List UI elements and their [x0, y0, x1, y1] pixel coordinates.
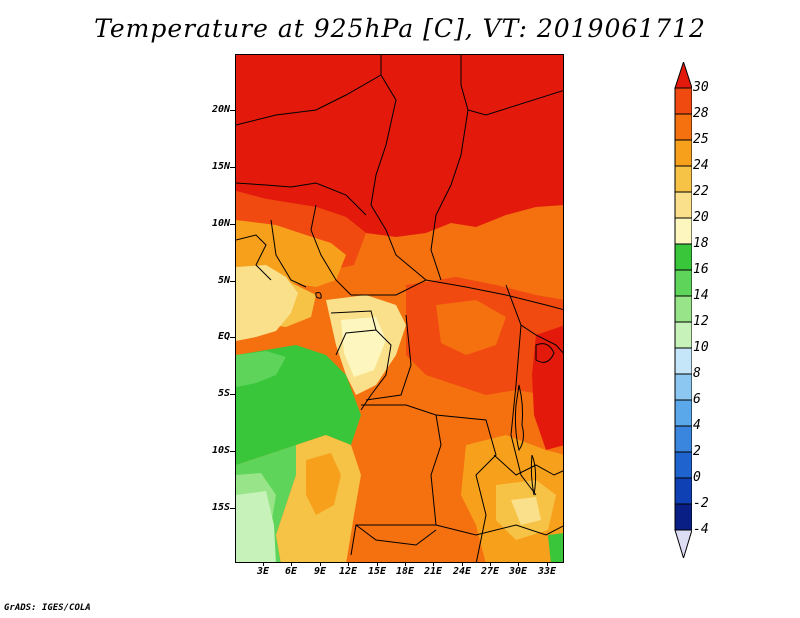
lon-label-18e: 18E — [395, 566, 415, 577]
colorbar-label: 18 — [693, 236, 709, 251]
lon-label-15e: 15E — [367, 566, 387, 577]
colorbar-swatch — [674, 373, 693, 401]
colorbar — [662, 60, 722, 560]
lon-label-3e: 3E — [256, 566, 270, 577]
colorbar-label: 20 — [693, 210, 709, 225]
lon-tick — [263, 562, 264, 566]
lon-tick — [490, 562, 491, 566]
lon-label-9e: 9E — [313, 566, 327, 577]
lon-tick — [547, 562, 548, 566]
temperature-map — [235, 54, 564, 563]
colorbar-swatch — [674, 191, 693, 219]
lon-tick — [518, 562, 519, 566]
colorbar-label: 10 — [693, 340, 709, 355]
colorbar-swatch — [674, 113, 693, 141]
lon-label-27e: 27E — [480, 566, 500, 577]
colorbar-top-arrow — [674, 60, 693, 89]
colorbar-label: 25 — [693, 132, 709, 147]
colorbar-swatch — [674, 217, 693, 245]
colorbar-swatch — [674, 139, 693, 167]
lat-tick — [230, 167, 235, 168]
lon-label-24e: 24E — [452, 566, 472, 577]
colorbar-swatch — [674, 503, 693, 531]
colorbar-label: 2 — [693, 444, 701, 459]
lon-tick — [377, 562, 378, 566]
colorbar-label: 0 — [693, 470, 701, 485]
colorbar-label: 24 — [693, 158, 709, 173]
colorbar-swatch — [674, 425, 693, 453]
lon-tick — [462, 562, 463, 566]
lon-tick — [291, 562, 292, 566]
colorbar-label: 22 — [693, 184, 709, 199]
lat-tick — [230, 224, 235, 225]
colorbar-swatch — [674, 451, 693, 479]
colorbar-swatch — [674, 87, 693, 115]
colorbar-label: 28 — [693, 106, 709, 121]
colorbar-swatch — [674, 295, 693, 323]
colorbar-swatch — [674, 321, 693, 349]
lat-tick — [230, 110, 235, 111]
lon-label-6e: 6E — [284, 566, 298, 577]
lat-label-10s: 10S — [211, 445, 230, 456]
colorbar-swatch — [674, 269, 693, 297]
lat-tick — [230, 508, 235, 509]
lat-tick — [230, 394, 235, 395]
colorbar-swatch — [674, 477, 693, 505]
lat-label-15n: 15N — [211, 161, 230, 172]
lon-tick — [348, 562, 349, 566]
map-title: Temperature at 925hPa [C], VT: 201906171… — [94, 14, 706, 43]
lon-label-21e: 21E — [423, 566, 443, 577]
lat-tick — [230, 451, 235, 452]
colorbar-label: 6 — [693, 392, 701, 407]
colorbar-swatch — [674, 165, 693, 193]
credit-label: GrADS: IGES/COLA — [4, 603, 91, 613]
lat-label-5s: 5S — [217, 388, 230, 399]
lat-label-10n: 10N — [211, 218, 230, 229]
colorbar-label: -2 — [693, 496, 709, 511]
lat-tick — [230, 281, 235, 282]
lon-tick — [433, 562, 434, 566]
colorbar-swatch — [674, 243, 693, 271]
lat-tick — [230, 337, 235, 338]
lon-tick — [405, 562, 406, 566]
lat-label-15s: 15S — [211, 502, 230, 513]
colorbar-swatch — [674, 347, 693, 375]
lon-label-30e: 30E — [508, 566, 528, 577]
colorbar-label: 30 — [693, 80, 709, 95]
colorbar-bottom-arrow — [674, 529, 693, 560]
colorbar-label: 8 — [693, 366, 701, 381]
lon-label-12e: 12E — [338, 566, 358, 577]
colorbar-label: 14 — [693, 288, 709, 303]
colorbar-label: 4 — [693, 418, 701, 433]
colorbar-label: 12 — [693, 314, 709, 329]
colorbar-swatch — [674, 399, 693, 427]
lon-tick — [320, 562, 321, 566]
colorbar-label: -4 — [693, 522, 709, 537]
colorbar-label: 16 — [693, 262, 709, 277]
lat-label-5n: 5N — [217, 275, 230, 286]
lon-label-33e: 33E — [537, 566, 557, 577]
lat-label-eq: EQ — [217, 331, 230, 342]
lat-label-20n: 20N — [211, 104, 230, 115]
